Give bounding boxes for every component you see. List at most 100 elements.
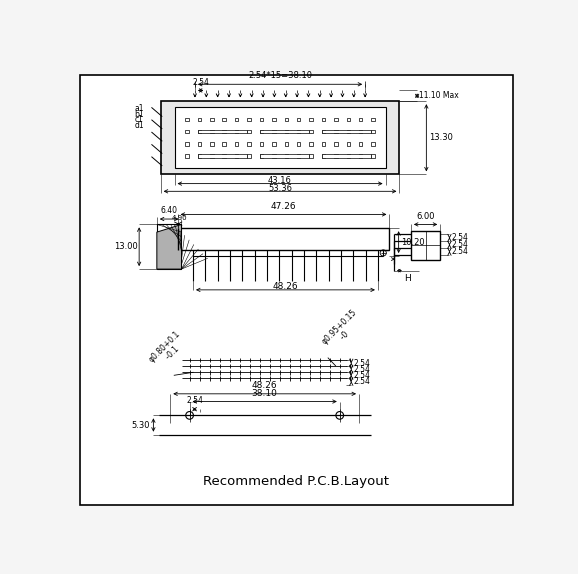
Text: 2.54: 2.54 [192, 79, 209, 87]
Text: 2.54: 2.54 [186, 397, 203, 405]
Bar [210, 130, 213, 133]
Text: 48.26: 48.26 [273, 282, 298, 292]
Bar [247, 142, 251, 146]
Bar [322, 154, 372, 158]
Bar [223, 118, 226, 121]
Text: φ0.80+0.1
      -0.1: φ0.80+0.1 -0.1 [147, 329, 189, 371]
Text: d1: d1 [134, 121, 144, 130]
Bar [247, 118, 251, 121]
Bar [372, 118, 375, 121]
Bar [322, 142, 325, 146]
Bar [411, 231, 440, 260]
Text: a1: a1 [134, 104, 144, 114]
Bar [372, 154, 375, 158]
Text: 2.54: 2.54 [354, 359, 370, 367]
Bar [309, 130, 313, 133]
Bar [198, 130, 247, 133]
Bar [334, 118, 338, 121]
Text: 2.54*15=38.10: 2.54*15=38.10 [248, 71, 312, 80]
Text: 13.00: 13.00 [114, 242, 138, 251]
Bar [223, 154, 226, 158]
Text: 48.26: 48.26 [252, 381, 277, 390]
Text: 2.54: 2.54 [354, 364, 370, 374]
Bar [322, 118, 325, 121]
Bar [284, 118, 288, 121]
Text: 11.10 Max: 11.10 Max [420, 91, 459, 100]
Bar [235, 130, 238, 133]
Bar [359, 154, 362, 158]
Bar [347, 142, 350, 146]
Bar [185, 154, 188, 158]
Text: b1: b1 [134, 110, 144, 119]
Bar [359, 130, 362, 133]
Bar [235, 154, 238, 158]
Bar [297, 154, 301, 158]
Bar [272, 142, 276, 146]
Text: 6.00: 6.00 [416, 212, 435, 220]
Bar [297, 118, 301, 121]
Text: 47.26: 47.26 [271, 201, 297, 211]
Text: 43.16: 43.16 [268, 176, 292, 185]
Bar [157, 224, 181, 269]
Bar [223, 130, 226, 133]
Bar [198, 118, 201, 121]
Bar [260, 118, 263, 121]
Bar [223, 142, 226, 146]
Bar [235, 142, 238, 146]
Bar [210, 154, 213, 158]
Text: φ0.95+0.15
       -0: φ0.95+0.15 -0 [320, 308, 366, 354]
Text: 2.54: 2.54 [452, 241, 469, 249]
Text: Recommended P.C.B.Layout: Recommended P.C.B.Layout [203, 475, 389, 488]
Bar [334, 142, 338, 146]
Bar [235, 118, 238, 121]
Bar [260, 142, 263, 146]
Bar [260, 154, 263, 158]
Bar [185, 130, 188, 133]
Text: 2.54: 2.54 [452, 247, 469, 256]
Bar [297, 130, 301, 133]
Bar [260, 130, 263, 133]
Text: H: H [403, 274, 410, 283]
Bar [309, 118, 313, 121]
Bar [372, 130, 375, 133]
Bar [284, 142, 288, 146]
Text: 5.30: 5.30 [132, 421, 150, 429]
Bar [198, 130, 201, 133]
Text: 2.54: 2.54 [354, 377, 370, 386]
Bar [309, 154, 313, 158]
Bar [334, 154, 338, 158]
Bar [334, 130, 338, 133]
Bar [347, 130, 350, 133]
Text: c1: c1 [135, 115, 144, 124]
Bar [359, 142, 362, 146]
Bar [185, 142, 188, 146]
Bar [198, 154, 247, 158]
Text: 53.36: 53.36 [268, 184, 292, 193]
Text: 38.10: 38.10 [251, 389, 277, 398]
Polygon shape [157, 224, 181, 269]
Bar [260, 154, 309, 158]
Bar [185, 118, 188, 121]
Text: 10.20: 10.20 [401, 238, 425, 247]
Text: 2.54: 2.54 [452, 234, 469, 242]
Text: 13.30: 13.30 [429, 133, 453, 142]
Bar [284, 154, 288, 158]
Bar [198, 154, 201, 158]
Bar [322, 130, 325, 133]
Bar [161, 101, 399, 174]
Bar [347, 154, 350, 158]
Bar [175, 107, 386, 168]
Bar [297, 142, 301, 146]
Bar [272, 154, 276, 158]
Bar [272, 130, 276, 133]
Bar [322, 130, 372, 133]
Bar [284, 130, 288, 133]
Bar [210, 118, 213, 121]
Bar [198, 142, 201, 146]
Bar [372, 142, 375, 146]
Bar [272, 118, 276, 121]
Text: 2.54: 2.54 [354, 371, 370, 380]
Bar [247, 130, 251, 133]
Bar [347, 118, 350, 121]
Text: 4.90: 4.90 [172, 215, 187, 220]
